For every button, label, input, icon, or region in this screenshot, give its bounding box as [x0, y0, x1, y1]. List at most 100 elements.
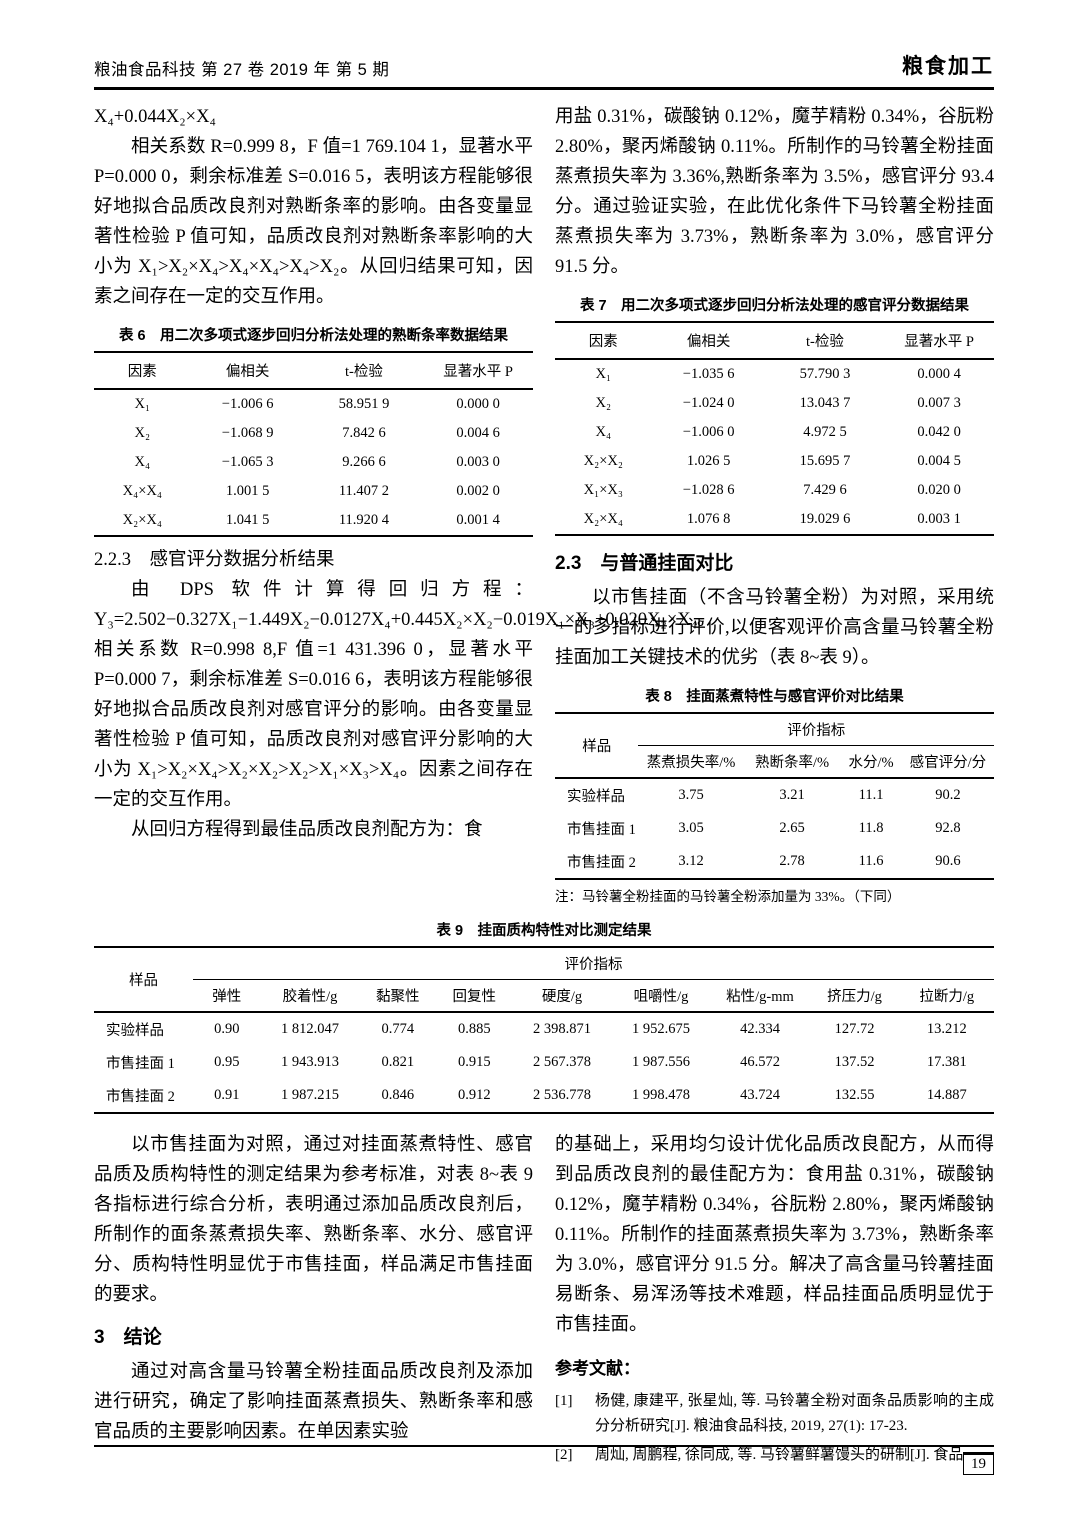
table-row: X₁ −1.035 6 57.790 3 0.000 4: [555, 359, 994, 389]
table-cell: X₄×X₄: [122, 483, 162, 499]
left-column-bottom: 以市售挂面为对照，通过对挂面蒸煮特性、感官品质及质构特性的测定结果为参考标准，对…: [94, 1130, 533, 1472]
column-header: 因素: [94, 352, 191, 390]
table-cell: 3.05: [678, 820, 704, 836]
table-cell: 11.8: [858, 820, 884, 836]
table-cell: 7.429 6: [803, 482, 847, 498]
table-header-row: 样品 评价指标: [555, 713, 994, 779]
table-cell: −1.006 6: [221, 396, 274, 412]
table8-body: 实验样品 3.75 3.21 11.1 90.2 市售挂面 1 3.05 2.65 11.8 92…: [555, 778, 994, 879]
table-cell: 13.043 7: [799, 395, 851, 411]
section-3-heading: 3 结论: [94, 1327, 162, 1348]
table-row: 实验样品 0.90 1 812.047 0.774 0.885 2 398.871 1 95…: [94, 1012, 994, 1046]
table-cell: 43.724: [740, 1087, 780, 1103]
column-header-span: 评价指标: [638, 713, 994, 746]
table-cell: 11.920 4: [338, 512, 390, 528]
table-cell: 实验样品: [567, 789, 625, 805]
table-cell: X₁×X₃: [583, 482, 623, 498]
column-subheader: 弹性: [193, 979, 261, 1013]
table-cell: 1.076 8: [686, 511, 731, 527]
right-column-top: 用盐 0.31%，碳酸钠 0.12%，魔芋精粉 0.34%，谷朊粉 2.80%，…: [555, 102, 994, 907]
table-cell: 0.003 1: [917, 511, 961, 527]
page-number: 19: [963, 1452, 994, 1475]
table-row: X₂×X₄ 1.076 8 19.029 6 0.003 1: [555, 505, 994, 535]
column-subheader: 粘性/g-mm: [710, 979, 810, 1013]
table-cell: 4.972 5: [803, 424, 847, 440]
table-cell: 137.52: [834, 1054, 875, 1070]
column-header-sample: 样品: [555, 713, 639, 779]
table-cell: 2 536.778: [533, 1087, 591, 1103]
table-cell: 0.821: [381, 1054, 415, 1070]
column-subheader: 蒸煮损失率/%: [638, 745, 744, 779]
table-row: 市售挂面 2 0.91 1 987.215 0.846 0.912 2 536.778 1 …: [94, 1079, 994, 1113]
table-cell: 1.001 5: [225, 483, 270, 499]
table-cell: 0.774: [381, 1021, 415, 1037]
table-cell: 0.885: [457, 1021, 491, 1037]
table-cell: 58.951 9: [338, 396, 390, 412]
table-cell: 0.90: [214, 1021, 240, 1037]
columns-top: X₄+0.044X₂×X₄ 相关系数 R=0.999 8，F 值=1 769.1…: [94, 102, 994, 907]
table-cell: X₄: [595, 424, 612, 440]
table-cell: 实验样品: [106, 1023, 164, 1039]
journal-section-label: 粮食加工: [902, 55, 994, 78]
column-subheader: 水分/%: [840, 745, 902, 779]
column-subheader: 感官评分/分: [901, 745, 994, 779]
table-cell: 15.695 7: [799, 453, 851, 469]
table-cell: 0.002 0: [456, 483, 500, 499]
page-header: 粮油食品科技 第 27 卷 2019 年 第 5 期 粮食加工: [94, 50, 994, 90]
right-column-bottom: 的基础上，采用均匀设计优化品质改良配方，从而得到品质改良剂的最佳配方为：食用盐 …: [555, 1130, 994, 1472]
table-cell: 3.21: [779, 787, 805, 803]
table-cell: 127.72: [834, 1021, 875, 1037]
table-row: 市售挂面 1 0.95 1 943.913 0.821 0.915 2 567.378 1 …: [94, 1046, 994, 1079]
table-cell: 46.572: [740, 1054, 780, 1070]
table9-caption: 表 9 挂面质构特性对比测定结果: [436, 923, 652, 939]
table9: 样品 评价指标 弹性 胶着性/g 黏聚性 回复性 硬度/g 咀嚼性/g 粘性/g…: [94, 946, 994, 1114]
table-cell: 132.55: [834, 1087, 875, 1103]
table7-block: 表 7 用二次多项式逐步回归分析法处理的感官评分数据结果 因素 偏相关 t-检验…: [555, 294, 994, 536]
table-cell: 2 567.378: [533, 1054, 591, 1070]
table-cell: 1 998.478: [632, 1087, 690, 1103]
table6: 因素 偏相关 t-检验 显著水平 P X₁ −1.006 6 58.951 9 0.0…: [94, 351, 533, 537]
paragraph-conclusion-start: 通过对高含量马铃薯全粉挂面品质改良剂及添加进行研究，确定了影响挂面蒸煮损失、熟断…: [94, 1362, 533, 1442]
table-cell: 11.407 2: [338, 483, 390, 499]
paragraph-regression-fit: 相关系数 R=0.999 8，F 值=1 769.104 1，显著水平 P=0.…: [94, 137, 533, 307]
table-cell: 90.6: [935, 853, 961, 869]
table-cell: 3.75: [678, 787, 704, 803]
table9-body: 实验样品 0.90 1 812.047 0.774 0.885 2 398.871 1 95…: [94, 1012, 994, 1113]
table-cell: X₂×X₄: [583, 511, 623, 527]
equation-continuation: X₄+0.044X₂×X₄: [94, 107, 216, 127]
table-cell: 92.8: [935, 820, 961, 836]
paragraph-comparison-intro: 以市售挂面（不含马铃薯全粉）为对照，采用统一的多指标进行评价,以便客观评价高含量…: [555, 588, 994, 668]
table-cell: 0.91: [214, 1087, 240, 1103]
table-cell: X₂: [595, 395, 612, 411]
table-cell: −1.024 0: [682, 395, 735, 411]
table8-caption: 表 8 挂面蒸煮特性与感官评价对比结果: [645, 689, 904, 705]
column-subheader: 拉断力/g: [899, 979, 994, 1013]
table8-note: 注：马铃薯全粉挂面的马铃薯全粉添加量为 33%。（下同）: [555, 889, 901, 904]
table-cell: 0.003 0: [456, 454, 500, 470]
table-cell: X₁: [595, 366, 612, 382]
reference-item: [2] 周灿, 周鹏程, 徐同成, 等. 马铃薯鲜薯馒头的研制[J]. 食品: [555, 1443, 994, 1468]
reference-number: [1]: [555, 1393, 573, 1409]
table-cell: 90.2: [935, 787, 961, 803]
column-subheader: 胶着性/g: [260, 979, 360, 1013]
table-cell: 市售挂面 2: [106, 1089, 175, 1105]
paragraph-formula-start: 从回归方程得到最佳品质改良剂配方为：食: [131, 820, 483, 840]
table-cell: −1.006 0: [682, 424, 735, 440]
paragraph-formula-continuation: 用盐 0.31%，碳酸钠 0.12%，魔芋精粉 0.34%，谷朊粉 2.80%，…: [555, 107, 994, 277]
table-row: X₄ −1.065 3 9.266 6 0.003 0: [94, 448, 533, 477]
table8-block: 表 8 挂面蒸煮特性与感官评价对比结果 样品 评价指标 蒸煮损失率/% 熟断条率…: [555, 685, 994, 907]
table-row: X₂ −1.024 0 13.043 7 0.007 3: [555, 389, 994, 418]
journal-issue-info: 粮油食品科技 第 27 卷 2019 年 第 5 期: [94, 61, 390, 79]
table-header-row: 样品 评价指标: [94, 947, 994, 1013]
table-cell: 0.004 6: [456, 425, 500, 441]
table7: 因素 偏相关 t-检验 显著水平 P X₁ −1.035 6 57.790 3 0.0…: [555, 321, 994, 536]
table8: 样品 评价指标 蒸煮损失率/% 熟断条率/% 水分/% 感官评分/分 实验样品 3…: [555, 712, 994, 880]
column-subheader: 硬度/g: [512, 979, 612, 1013]
table-cell: 1.041 5: [225, 512, 270, 528]
table-row: X₄ −1.006 0 4.972 5 0.042 0: [555, 418, 994, 447]
column-header: t-检验: [304, 352, 424, 390]
table6-block: 表 6 用二次多项式逐步回归分析法处理的熟断条率数据结果 因素 偏相关 t-检验…: [94, 324, 533, 537]
table7-caption: 表 7 用二次多项式逐步回归分析法处理的感官评分数据结果: [579, 298, 970, 314]
table7-body: X₁ −1.035 6 57.790 3 0.000 4 X₂ −1.024 0 13.04…: [555, 359, 994, 535]
